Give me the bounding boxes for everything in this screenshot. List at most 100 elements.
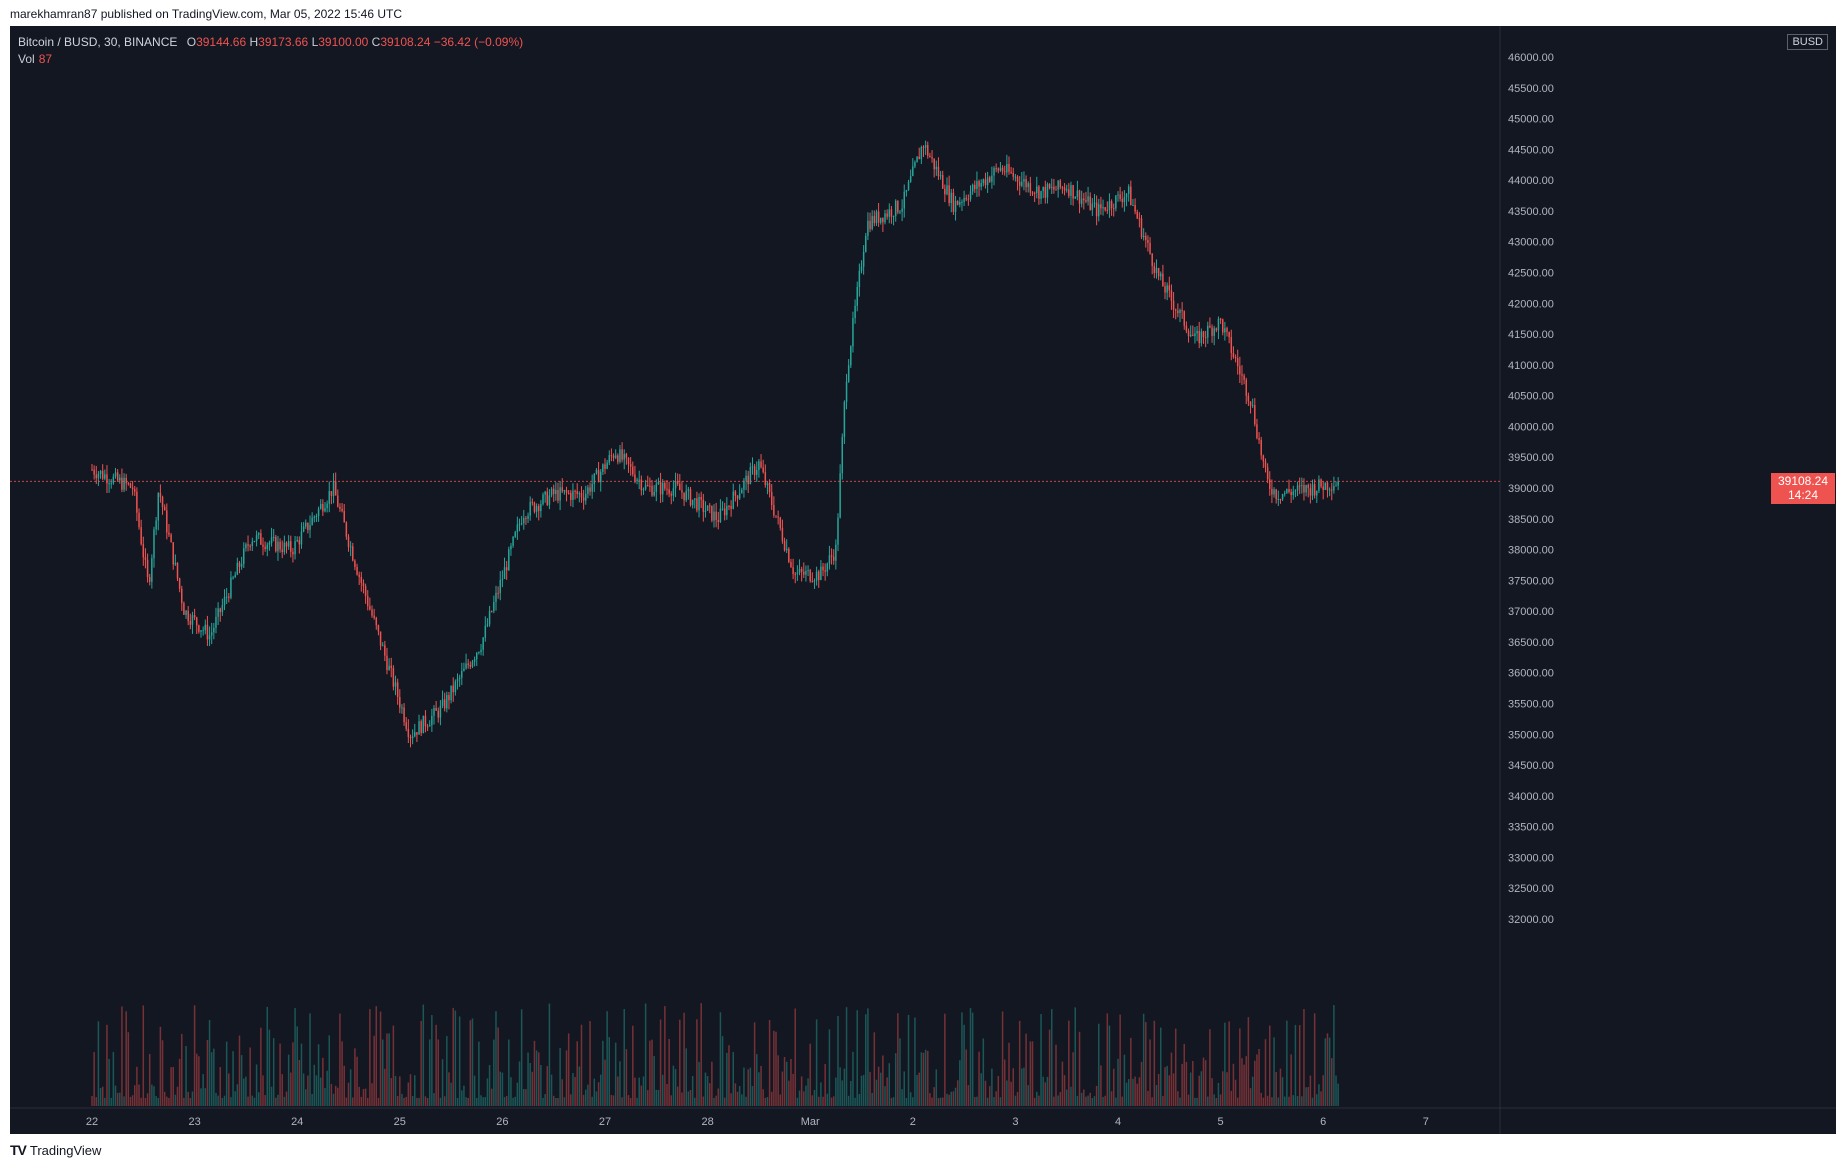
candle-body xyxy=(245,544,247,549)
y-tick-label: 34000.00 xyxy=(1508,791,1554,803)
y-tick-label: 41500.00 xyxy=(1508,329,1554,341)
candle-body xyxy=(636,479,638,482)
candle-body xyxy=(230,577,232,598)
candle-body xyxy=(435,707,437,711)
currency-label[interactable]: BUSD xyxy=(1787,34,1828,50)
candle-body xyxy=(956,200,959,205)
candle-body xyxy=(980,183,982,187)
candle-body xyxy=(114,472,117,477)
volume-bar xyxy=(937,1097,940,1106)
candle-body xyxy=(247,544,249,546)
volume-bar xyxy=(1140,1061,1143,1106)
chart-pane[interactable]: 32000.00 32500.00 33000.00 33500.00 34000.00… xyxy=(10,26,1836,1134)
candle-body xyxy=(640,479,643,491)
volume-bar xyxy=(1320,1091,1322,1106)
candle-body xyxy=(1095,202,1098,217)
candle-body xyxy=(589,487,591,492)
candle-body xyxy=(388,665,390,670)
volume-bar xyxy=(653,1055,655,1106)
volume-label: Vol xyxy=(18,52,35,66)
candle-body xyxy=(638,479,640,481)
symbol-label[interactable]: Bitcoin / BUSD, 30, BINANCE xyxy=(18,35,178,49)
candle-body xyxy=(728,505,730,507)
candle-body xyxy=(1307,484,1309,489)
candle-body xyxy=(253,540,256,542)
volume-bar xyxy=(980,1073,982,1106)
y-tick-label: 39000.00 xyxy=(1508,483,1554,495)
volume-bar xyxy=(302,1073,305,1106)
candle-body xyxy=(392,668,395,687)
volume-bar xyxy=(1196,1097,1198,1106)
volume-bar xyxy=(1324,1038,1327,1106)
volume-bar xyxy=(497,1027,499,1106)
volume-bar xyxy=(1036,1091,1038,1106)
volume-bar xyxy=(127,1032,130,1106)
volume-bar xyxy=(1316,1094,1318,1106)
candle-body xyxy=(347,536,350,547)
volume-bar xyxy=(850,1081,852,1106)
volume-bar xyxy=(292,1042,294,1106)
volume-bar xyxy=(873,1032,876,1106)
volume-bar xyxy=(518,1061,521,1106)
candle-body xyxy=(1149,242,1151,254)
volume-bar xyxy=(1286,1020,1288,1106)
candle-body xyxy=(1226,328,1228,332)
volume-bar xyxy=(691,1075,694,1106)
volume-bar xyxy=(1172,1073,1175,1106)
high-key: H xyxy=(249,35,259,49)
y-tick-label: 37000.00 xyxy=(1508,606,1554,618)
volume-bar xyxy=(634,1077,636,1106)
y-tick-label: 33500.00 xyxy=(1508,822,1554,834)
volume-bar xyxy=(148,1054,151,1106)
candle-body xyxy=(1142,235,1145,238)
candle-body xyxy=(580,493,583,498)
volume-bar xyxy=(623,1009,625,1106)
candle-body xyxy=(1127,186,1130,194)
y-tick-label: 34500.00 xyxy=(1508,760,1554,772)
volume-bar xyxy=(251,1095,254,1106)
candle-body xyxy=(1204,337,1207,339)
footer-brand[interactable]: TV TradingView xyxy=(10,1142,101,1158)
candle-body xyxy=(595,469,598,474)
volume-bar xyxy=(1318,1084,1320,1106)
volume-bar xyxy=(1337,1083,1339,1106)
volume-bar xyxy=(668,1038,670,1106)
volume-bar xyxy=(1059,1092,1062,1106)
candle-body xyxy=(181,588,183,604)
candle-body xyxy=(285,542,288,547)
change-value: −36.42 (−0.09%) xyxy=(433,35,524,49)
candle-body xyxy=(548,495,551,505)
candle-body xyxy=(334,481,337,496)
volume-bar xyxy=(1110,1091,1113,1106)
volume-bar xyxy=(696,1019,698,1106)
volume-bar xyxy=(890,1097,893,1106)
volume-bar xyxy=(221,1098,224,1106)
volume-bar xyxy=(642,1076,645,1106)
volume-bar xyxy=(125,1011,127,1106)
volume-bar xyxy=(803,1091,805,1106)
volume-bar xyxy=(1095,1085,1098,1106)
volume-bar xyxy=(599,1074,602,1106)
candle-body xyxy=(272,536,275,538)
volume-bar xyxy=(465,1097,467,1106)
candle-body xyxy=(142,544,145,558)
candle-body xyxy=(794,573,796,575)
candle-body xyxy=(488,611,491,625)
x-tick-label: 4 xyxy=(1115,1116,1121,1128)
volume-bar xyxy=(1027,1085,1029,1106)
candle-body xyxy=(668,489,670,494)
volume-bar xyxy=(916,1074,918,1106)
candle-body xyxy=(93,469,95,475)
volume-bar xyxy=(950,1091,953,1106)
volume-bar xyxy=(1021,1068,1023,1106)
candlestick-chart[interactable]: 32000.00 32500.00 33000.00 33500.00 34000.00… xyxy=(10,26,1836,1134)
candle-body xyxy=(993,168,995,176)
candle-body xyxy=(811,580,814,582)
candle-body xyxy=(91,469,93,471)
volume-bar xyxy=(796,1097,799,1106)
candle-body xyxy=(364,586,367,597)
candle-body xyxy=(1224,328,1226,333)
volume-bar xyxy=(1213,1094,1215,1106)
candle-body xyxy=(1260,440,1262,456)
volume-bar xyxy=(131,1095,134,1106)
